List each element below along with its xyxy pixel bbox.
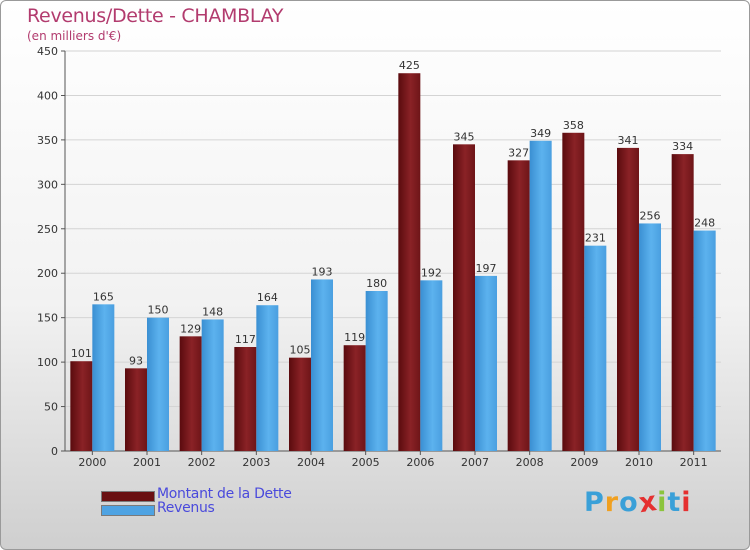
y-tick-label: 400 (37, 89, 58, 102)
x-tick-label: 2004 (297, 456, 325, 469)
x-tick-label: 2011 (680, 456, 708, 469)
x-tick-label: 2000 (78, 456, 106, 469)
legend-swatch-dette (101, 491, 155, 502)
y-tick-label: 150 (37, 312, 58, 325)
bar-revenus (256, 305, 279, 451)
data-label-dette: 345 (454, 130, 475, 143)
y-tick-label: 200 (37, 267, 58, 280)
bar-dette (562, 132, 585, 451)
bar-revenus (639, 223, 661, 451)
y-tick-label: 250 (37, 223, 58, 236)
bar-dette (343, 345, 366, 451)
bar-dette (671, 154, 694, 451)
data-label-dette: 93 (129, 354, 143, 367)
logo-letter: P (584, 487, 605, 518)
bar-revenus (201, 319, 224, 451)
data-label-revenus: 349 (530, 127, 551, 140)
bar-dette (179, 336, 202, 451)
bar-revenus (420, 280, 443, 451)
bar-revenus (529, 140, 552, 451)
data-label-revenus: 248 (694, 217, 715, 230)
data-label-revenus: 148 (202, 305, 223, 318)
x-tick-label: 2003 (242, 456, 270, 469)
bar-revenus (475, 275, 497, 451)
bar-dette (289, 357, 311, 451)
data-label-revenus: 192 (421, 266, 442, 279)
data-label-dette: 358 (563, 119, 584, 132)
bar-dette (398, 73, 421, 451)
data-label-revenus: 164 (257, 291, 278, 304)
data-label-revenus: 180 (366, 277, 387, 290)
logo-letter: r (604, 487, 620, 518)
data-label-revenus: 256 (640, 209, 661, 222)
x-tick-label: 2008 (516, 456, 544, 469)
data-label-revenus: 231 (585, 232, 606, 245)
data-label-revenus: 150 (148, 304, 169, 317)
data-label-revenus: 165 (93, 290, 114, 303)
logo-letter: x (636, 485, 660, 520)
data-label-dette: 327 (508, 146, 529, 159)
bar-dette (125, 368, 147, 451)
x-tick-label: 2007 (461, 456, 489, 469)
logo-letter: o (619, 487, 639, 518)
data-label-dette: 105 (290, 344, 311, 357)
data-label-revenus: 193 (312, 265, 333, 278)
logo-letter: i (657, 487, 668, 518)
y-tick-label: 50 (44, 401, 58, 414)
bar-dette (70, 361, 93, 451)
logo-letter: t (667, 487, 682, 518)
data-label-dette: 425 (399, 59, 420, 72)
y-tick-label: 100 (37, 356, 58, 369)
x-tick-label: 2010 (625, 456, 653, 469)
legend-swatch-revenus (101, 505, 155, 516)
x-tick-label: 2006 (406, 456, 434, 469)
bar-revenus (147, 317, 169, 451)
x-tick-label: 2001 (133, 456, 161, 469)
x-tick-label: 2002 (188, 456, 216, 469)
bar-dette (234, 347, 257, 451)
proxiti-logo: Proxiti (584, 485, 692, 520)
bar-dette (507, 160, 530, 452)
data-label-dette: 119 (344, 331, 365, 344)
data-label-dette: 101 (71, 347, 92, 360)
data-label-revenus: 197 (476, 262, 497, 275)
bar-revenus (92, 304, 115, 451)
data-label-dette: 117 (235, 333, 256, 346)
legend-label-revenus: Revenus (157, 500, 215, 516)
bar-dette (617, 147, 639, 451)
x-tick-label: 2009 (570, 456, 598, 469)
x-tick-label: 2005 (352, 456, 380, 469)
chart-title: Revenus/Dette - CHAMBLAY (27, 5, 284, 27)
legend-label-dette: Montant de la Dette (157, 486, 292, 502)
data-label-dette: 341 (618, 134, 639, 147)
bar-dette (453, 144, 475, 452)
y-tick-label: 0 (51, 445, 58, 458)
data-label-dette: 129 (180, 322, 201, 335)
bar-revenus (584, 245, 607, 451)
y-tick-label: 300 (37, 178, 58, 191)
data-label-dette: 334 (672, 140, 693, 153)
bar-revenus (693, 230, 716, 451)
bar-revenus (311, 279, 333, 451)
chart-subtitle: (en milliers d'€) (27, 29, 122, 43)
logo-letter: i (681, 487, 692, 518)
y-tick-label: 350 (37, 134, 58, 147)
y-tick-label: 450 (37, 45, 58, 58)
bar-revenus (365, 291, 388, 451)
